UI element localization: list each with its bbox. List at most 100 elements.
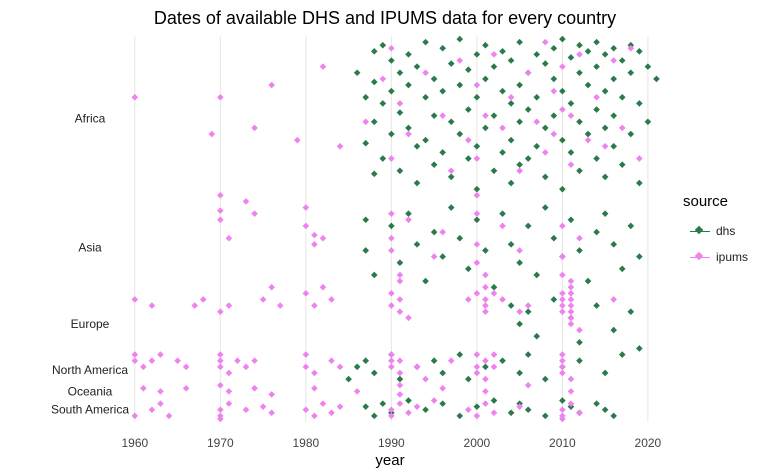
ipums-point [567,296,575,303]
ipums-point [559,415,566,423]
dhs-point [447,60,455,67]
ipums-point [490,351,498,358]
ipums-point [473,81,481,89]
ipums-point [567,302,575,309]
ipums-point [293,136,301,144]
dhs-point [439,253,446,260]
dhs-point [447,204,455,211]
ipums-point [439,385,446,392]
ipums-point [396,296,404,303]
legend-label-dhs: dhs [716,224,736,238]
ipums-point [396,391,404,398]
ipums-point [217,308,224,316]
dhs-point [430,357,438,365]
dhs-point [507,136,515,144]
ipums-point [388,44,395,52]
ipums-point [131,296,139,303]
ipums-point [217,93,224,101]
ipums-point [422,69,429,77]
dhs-point [610,112,617,119]
ipums-point [336,142,344,150]
dhs-point [559,185,566,193]
ipums-point [405,130,412,138]
region-label: Africa [75,112,106,126]
dhs-point [379,41,387,49]
ipums-point [157,351,164,358]
dhs-point [541,173,549,181]
dhs-point [490,112,498,119]
dhs-point [362,403,370,410]
ipums-point [388,155,395,162]
ipums-point [456,57,464,64]
dhs-point [533,271,541,279]
ipums-point [388,234,395,242]
ipums-point [388,210,395,217]
dhs-point [593,38,600,46]
region-label: Europe [71,317,110,331]
ipums-point [559,271,566,279]
ipums-point [311,385,318,392]
dhs-point [388,130,395,138]
ipums-point [242,198,250,205]
dhs-point [465,66,472,73]
ipums-point [302,406,310,414]
ipums-point [396,100,404,107]
dhs-point [601,369,609,377]
ipums-point [191,302,198,309]
dhs-point [610,326,617,334]
ipums-point [225,302,233,309]
legend-item-dhs: dhs [690,222,735,240]
ipums-point [131,351,139,358]
dhs-point [533,93,541,101]
dhs-point [533,332,541,340]
ipums-point [328,296,335,303]
ipums-point [550,130,558,138]
ipums-point [165,412,173,420]
ipums-point [302,204,310,211]
dhs-point [473,142,481,150]
dhs-point [473,403,481,410]
ipums-point [336,403,344,410]
dhs-point [601,87,609,95]
ipums-point [636,155,643,162]
dhs-point [388,87,395,95]
ipums-point [482,388,489,395]
dhs-point [601,124,609,132]
dhs-point [610,241,617,248]
dhs-point [610,142,617,150]
ipums-point [567,290,575,297]
dhs-point [636,100,643,107]
ipums-point [302,351,310,358]
ipums-point [559,222,566,230]
dhs-point [524,222,532,230]
dhs-point [618,93,626,101]
ipums-point [388,357,395,365]
dhs-point [601,51,609,58]
dhs-point [593,155,600,162]
dhs-point [413,241,421,248]
ipums-point [328,357,335,365]
dhs-point [490,283,498,291]
ipums-point [319,63,327,70]
dhs-point [465,106,472,113]
dhs-point [353,69,361,77]
dhs-point [370,118,378,126]
ipums-point [396,369,404,377]
dhs-point [636,48,643,55]
dhs-point [499,210,506,217]
dhs-point [516,81,523,89]
ipums-point [379,75,387,83]
ipums-point [559,63,566,70]
legend-key-dhs [690,224,710,238]
ipums-point [567,320,575,328]
ipums-point [396,357,404,365]
ipums-point [319,234,327,242]
ipums-point [140,363,147,371]
ipums-point [405,314,412,322]
ipums-point [157,388,164,395]
ipums-point [251,385,258,392]
dhs-point [456,35,464,43]
ipums-point [482,357,489,365]
dhs-point [618,265,626,273]
ipums-point [567,283,575,291]
